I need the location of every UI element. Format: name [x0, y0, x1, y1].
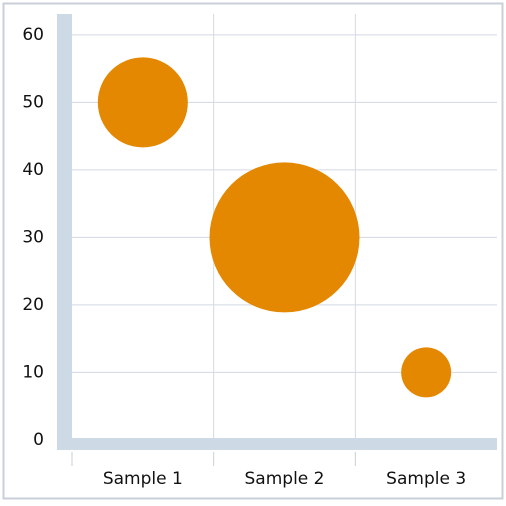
bubble [209, 162, 360, 313]
y-tick-label: 20 [22, 295, 44, 315]
y-axis [57, 14, 72, 450]
bubble [401, 347, 452, 398]
bubble [97, 57, 188, 148]
y-tick-label: 40 [22, 160, 44, 180]
frame [2, 2, 504, 500]
y-tick-label: 60 [22, 25, 44, 45]
x-tick-label: Sample 2 [245, 469, 325, 489]
x-tick-label: Sample 1 [103, 469, 183, 489]
x-axis [57, 438, 497, 450]
y-tick-label: 30 [22, 227, 44, 247]
x-tick-label: Sample 3 [386, 469, 466, 489]
y-tick-label: 50 [22, 92, 44, 112]
y-tick-label: 10 [22, 362, 44, 382]
y-tick-label: 0 [33, 430, 44, 450]
